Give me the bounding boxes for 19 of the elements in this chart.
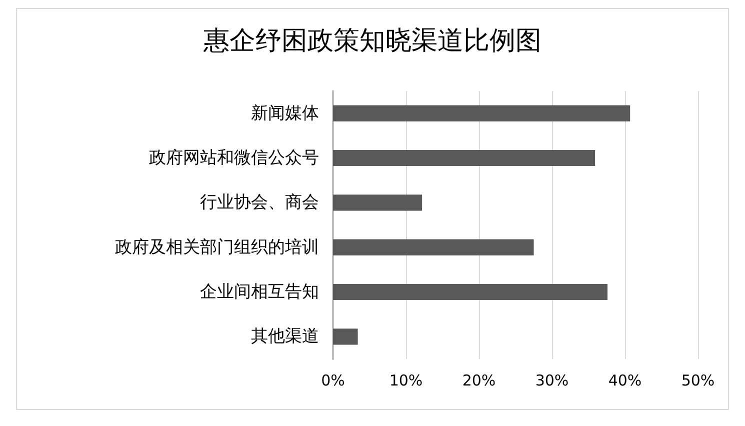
- bar: [333, 328, 358, 345]
- y-tick-label: 其他渠道: [251, 326, 319, 347]
- x-tick-label: 30%: [535, 372, 569, 390]
- x-tick-label: 20%: [462, 372, 496, 390]
- y-tick-label: 行业协会、商会: [200, 192, 319, 213]
- x-tick-label: 10%: [389, 372, 423, 390]
- y-tick-label: 政府网站和微信公众号: [149, 148, 319, 168]
- x-tick-label: 40%: [608, 372, 642, 390]
- bar: [333, 284, 608, 300]
- bar: [333, 150, 596, 166]
- x-tick-label: 0%: [321, 372, 345, 390]
- y-tick-label: 新闻媒体: [251, 103, 319, 124]
- chart-title: 惠企纾困政策知晓渠道比例图: [202, 26, 542, 56]
- bar: [333, 105, 630, 122]
- bar: [333, 239, 534, 256]
- y-tick-label: 企业间相互告知: [200, 282, 319, 302]
- x-tick-label: 50%: [681, 372, 715, 390]
- y-tick-label: 政府及相关部门组织的培训: [115, 237, 319, 258]
- bar: [333, 194, 422, 211]
